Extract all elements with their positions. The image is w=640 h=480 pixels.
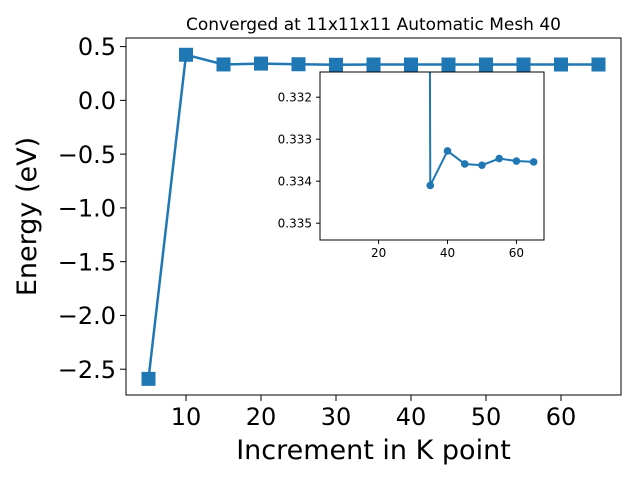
main-data-point — [479, 57, 493, 72]
inset-series-layer — [426, 72, 538, 190]
main-x-ticks: 10 20 30 40 50 60 — [171, 395, 577, 431]
main-y-tick-label: −2.5 — [58, 356, 116, 384]
main-x-tick-label: 10 — [171, 403, 202, 431]
main-data-point — [516, 57, 531, 72]
inset-y-tick-label: 0.335 — [278, 217, 312, 231]
x-axis-label: Increment in K point — [236, 435, 511, 466]
main-data-point — [291, 57, 306, 72]
inset-y-tick-label: 0.333 — [278, 133, 312, 147]
main-y-tick-label: −2.0 — [58, 302, 116, 330]
inset-data-point — [529, 158, 538, 166]
inset-data-point — [495, 154, 504, 163]
main-data-point — [329, 57, 343, 72]
main-series-layer — [141, 47, 606, 386]
inset-background — [320, 72, 544, 240]
inset-y-tick-label: 0.332 — [278, 91, 312, 105]
main-x-tick-label: 40 — [396, 403, 427, 431]
main-data-point — [441, 57, 456, 72]
main-x-tick-label: 60 — [546, 403, 577, 431]
inset-data-point — [460, 160, 469, 168]
inset-data-point — [426, 181, 435, 190]
inset-markers — [426, 147, 538, 190]
main-chart: Converged at 11x11x11 Automatic Mesh 40 … — [12, 15, 622, 466]
inset-data-point — [443, 147, 452, 155]
inset-axes-frame — [319, 71, 545, 241]
main-data-point — [404, 57, 418, 72]
main-x-tick-label: 30 — [321, 403, 352, 431]
inset-data-point — [478, 161, 486, 170]
main-data-point — [254, 56, 268, 71]
inset-y-tick-label: 0.334 — [278, 175, 312, 189]
inset-x-tick-label: 40 — [440, 246, 455, 260]
main-y-tick-label: −1.0 — [58, 195, 116, 223]
inset-y-ticks: 0.332 0.333 0.334 0.335 — [278, 91, 320, 231]
main-data-point — [216, 57, 231, 72]
inset-x-ticks: 20 40 60 — [371, 240, 524, 260]
inset-x-tick-label: 20 — [371, 246, 386, 260]
y-axis-label: Energy (eV) — [12, 137, 43, 296]
main-y-ticks: 0.5 0.0 −0.5 −1.0 −1.5 −2.0 −2.5 — [58, 33, 126, 384]
main-x-tick-label: 50 — [471, 403, 502, 431]
main-data-point — [179, 47, 193, 62]
main-data-point — [554, 57, 568, 72]
main-y-tick-label: −0.5 — [58, 141, 116, 169]
chart-title: Converged at 11x11x11 Automatic Mesh 40 — [186, 15, 561, 35]
main-data-point — [141, 371, 156, 386]
main-y-tick-label: −1.5 — [58, 248, 116, 276]
main-data-point — [591, 57, 606, 72]
inset-data-point — [512, 157, 521, 165]
main-axes-frame — [125, 37, 622, 396]
main-x-tick-label: 20 — [246, 403, 277, 431]
inset-x-tick-label: 60 — [509, 246, 524, 260]
main-y-tick-label: 0.0 — [78, 87, 116, 115]
main-markers — [141, 47, 606, 386]
inset-chart: 20 40 60 0.332 0.333 0.334 0.335 — [278, 71, 545, 260]
main-y-tick-label: 0.5 — [78, 33, 116, 61]
main-data-point — [366, 57, 381, 72]
